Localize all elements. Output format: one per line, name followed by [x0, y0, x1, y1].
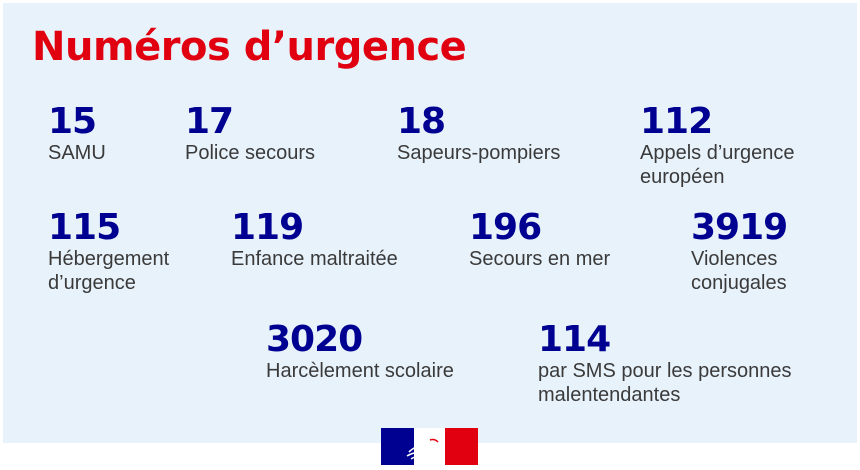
emergency-entry-violences: 3919 Violences conjugales [691, 209, 831, 295]
emergency-entry-enfance: 119 Enfance maltraitée [231, 209, 451, 271]
emergency-numbers-panel: Numéros d’urgence 15 SAMU 17 Police seco… [3, 3, 857, 443]
emergency-entry-sms: 114 par SMS pour les personnes malentend… [538, 321, 828, 407]
emergency-entry-samu: 15 SAMU [48, 103, 158, 165]
emergency-number: 119 [231, 207, 304, 248]
emergency-label: Police secours [185, 142, 316, 164]
emergency-number: 115 [48, 207, 121, 248]
emergency-label: Appels d’urgence européen [640, 142, 795, 188]
emergency-label: SAMU [48, 142, 106, 164]
emergency-number: 114 [538, 319, 611, 360]
emergency-label: par SMS pour les personnes malentendante… [538, 360, 792, 406]
emergency-entry-pompiers: 18 Sapeurs-pompiers [397, 103, 607, 165]
emergency-label: Enfance maltraitée [231, 248, 398, 270]
emergency-number: 112 [640, 101, 713, 142]
emergency-number: 18 [397, 101, 446, 142]
emergency-entry-112: 112 Appels d’urgence européen [640, 103, 830, 189]
emergency-number: 3020 [266, 319, 363, 360]
emergency-label: Hébergement d’urgence [48, 248, 170, 294]
marianne-logo-icon [381, 428, 478, 465]
emergency-entry-harcelement: 3020 Harcèlement scolaire [266, 321, 496, 383]
emergency-number: 3919 [691, 207, 788, 248]
emergency-number: 196 [469, 207, 542, 248]
emergency-label: Harcèlement scolaire [266, 360, 454, 382]
emergency-label: Secours en mer [469, 248, 611, 270]
emergency-entry-police: 17 Police secours [185, 103, 375, 165]
emergency-number: 15 [48, 101, 97, 142]
emergency-entry-hebergement: 115 Hébergement d’urgence [48, 209, 208, 295]
page-title: Numéros d’urgence [32, 24, 467, 70]
emergency-number: 17 [185, 101, 234, 142]
emergency-entry-mer: 196 Secours en mer [469, 209, 669, 271]
emergency-label: Sapeurs-pompiers [397, 142, 561, 164]
emergency-label: Violences conjugales [691, 248, 787, 294]
